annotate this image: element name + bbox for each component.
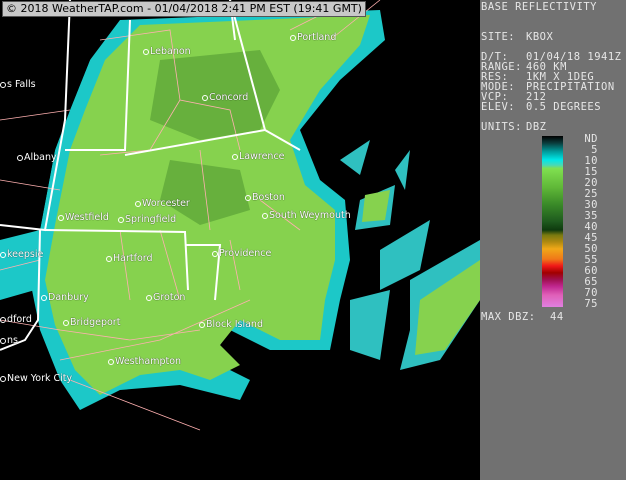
mode-label: MODE: bbox=[481, 81, 516, 93]
city-label: Westhampton bbox=[108, 357, 181, 367]
scale-tick-label: 10 bbox=[584, 155, 598, 167]
site-value: KBOX bbox=[526, 31, 554, 43]
echo-black-hole bbox=[0, 0, 120, 360]
city-label: Worcester bbox=[135, 199, 190, 209]
scale-tick-label: 40 bbox=[584, 221, 598, 233]
city-label: Springfield bbox=[118, 215, 176, 225]
vcp-label: VCP: bbox=[481, 91, 509, 103]
scale-tick-label: ND bbox=[584, 133, 598, 145]
units-label: UNITS: bbox=[481, 121, 522, 133]
city-label: Westfield bbox=[58, 213, 109, 223]
scale-tick-label: 70 bbox=[584, 287, 598, 299]
city-label: Lawrence bbox=[232, 152, 285, 162]
scale-tick-label: 75 bbox=[584, 298, 598, 310]
scale-tick-label: 65 bbox=[584, 276, 598, 288]
city-label: Bridgeport bbox=[63, 318, 120, 328]
max-dbz-value: 44 bbox=[550, 311, 564, 323]
product-title: BASE REFLECTIVITY bbox=[481, 1, 597, 13]
res-label: RES: bbox=[481, 71, 509, 83]
vcp-value: 212 bbox=[526, 91, 547, 103]
city-label: Lebanon bbox=[143, 47, 191, 57]
scale-tick-label: 50 bbox=[584, 243, 598, 255]
res-value: 1KM X 1DEG bbox=[526, 71, 595, 83]
city-label: Boston bbox=[245, 193, 285, 203]
scale-tick-label: 45 bbox=[584, 232, 598, 244]
elev-label: ELEV: bbox=[481, 101, 516, 113]
range-label: RANGE: bbox=[481, 61, 522, 73]
echo-east-green bbox=[362, 190, 480, 355]
radar-map[interactable] bbox=[0, 0, 480, 480]
city-label: Groton bbox=[146, 293, 185, 303]
elev-value: 0.5 DEGREES bbox=[526, 101, 602, 113]
scale-tick-label: 35 bbox=[584, 210, 598, 222]
city-label: Portland bbox=[290, 33, 336, 43]
scale-tick-label: 60 bbox=[584, 265, 598, 277]
scale-tick-label: 5 bbox=[591, 144, 598, 156]
city-label: Concord bbox=[202, 93, 248, 103]
mode-value: PRECIPITATION bbox=[526, 81, 615, 93]
scale-tick-label: 20 bbox=[584, 177, 598, 189]
city-label: Providence bbox=[212, 249, 271, 259]
city-label: New York City bbox=[0, 374, 72, 384]
city-label: Block Island bbox=[199, 320, 263, 330]
scale-tick-label: 25 bbox=[584, 188, 598, 200]
color-scale-bar bbox=[542, 136, 563, 307]
scale-tick-label: 15 bbox=[584, 166, 598, 178]
city-label: Danbury bbox=[41, 293, 89, 303]
scale-tick-label: 55 bbox=[584, 254, 598, 266]
info-panel: BASE REFLECTIVITY SITE: KBOX D/T: 01/04/… bbox=[480, 0, 626, 480]
city-label: dford bbox=[0, 315, 32, 325]
scale-tick-label: 30 bbox=[584, 199, 598, 211]
city-label: s Falls bbox=[0, 80, 36, 90]
range-value: 460 KM bbox=[526, 61, 567, 73]
dt-value: 01/04/18 1941Z bbox=[526, 51, 622, 63]
city-label: Albany bbox=[17, 153, 57, 163]
city-label: ns bbox=[0, 336, 18, 346]
max-dbz-label: MAX DBZ: bbox=[481, 311, 536, 323]
city-label: South Weymouth bbox=[262, 211, 351, 221]
city-label: keepsie bbox=[0, 250, 43, 260]
timestamp-banner: © 2018 WeatherTAP.com - 01/04/2018 2:41 … bbox=[2, 1, 366, 17]
units-value: DBZ bbox=[526, 121, 547, 133]
city-label: Hartford bbox=[106, 254, 153, 264]
dt-label: D/T: bbox=[481, 51, 509, 63]
site-label: SITE: bbox=[481, 31, 516, 43]
